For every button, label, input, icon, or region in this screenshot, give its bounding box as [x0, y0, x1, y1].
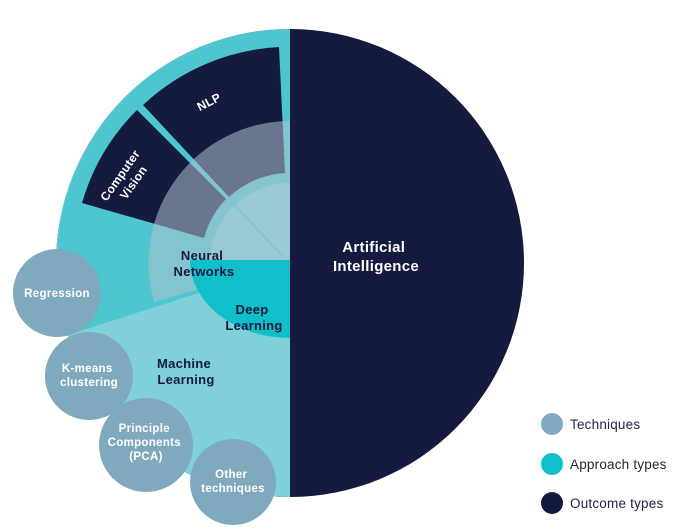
label-pca-line3: (PCA) [129, 451, 162, 463]
label-kmeans-line2: clustering [60, 377, 118, 389]
technique-circle-other: Other techniques [190, 439, 276, 525]
technique-circle-kmeans-shape [45, 332, 133, 420]
label-artificial-intelligence: Artificial Intelligence [333, 239, 419, 275]
label-ai-line1: Artificial [342, 239, 405, 256]
label-deep-learning: Deep Learning [225, 302, 282, 333]
label-neural-networks: Neural Networks [174, 248, 235, 279]
overlay-neural-networks [148, 121, 290, 302]
label-nn-line2: Networks [174, 264, 235, 279]
label-other-line1: Other [215, 469, 247, 481]
segment-deep-learning [190, 260, 290, 338]
legend: Techniques Approach types Outcome types [541, 413, 667, 514]
label-kmeans-line1: K-means [62, 363, 113, 375]
label-pca-line2: Components [108, 437, 181, 449]
legend-swatch-techniques [541, 413, 563, 435]
label-ml-line1: Machine [157, 356, 211, 371]
legend-item-outcome-types: Outcome types [541, 492, 663, 514]
technique-circle-kmeans: K-means clustering [45, 332, 133, 420]
label-ai-line2: Intelligence [333, 258, 419, 275]
legend-swatch-approach-types [541, 453, 563, 475]
technique-circle-pca: Principle Components (PCA) [99, 398, 193, 492]
label-machine-learning: Machine Learning [157, 356, 215, 387]
technique-circle-regression-shape [13, 249, 101, 337]
legend-label-techniques: Techniques [570, 417, 640, 432]
technique-circle-other-shape [190, 439, 276, 525]
label-kmeans: K-means clustering [60, 363, 118, 389]
technique-circle-pca-shape [99, 398, 193, 492]
legend-label-outcome-types: Outcome types [570, 496, 663, 511]
label-other-line2: techniques [201, 483, 265, 495]
technique-circle-regression: Regression [13, 249, 101, 337]
label-other-techniques: Other techniques [201, 469, 265, 495]
legend-item-techniques: Techniques [541, 413, 640, 435]
label-ml-line2: Learning [157, 372, 214, 387]
label-dl-line1: Deep [236, 302, 269, 317]
legend-label-approach-types: Approach types [570, 457, 667, 472]
label-pca: Principle Components (PCA) [108, 423, 185, 463]
legend-item-approach-types: Approach types [541, 453, 667, 475]
label-pca-line1: Principle [119, 423, 170, 435]
label-regression-line1: Regression [24, 288, 90, 300]
label-dl-line2: Learning [225, 318, 282, 333]
label-regression: Regression [24, 288, 90, 300]
label-nn-line1: Neural [181, 248, 223, 263]
legend-swatch-outcome-types [541, 492, 563, 514]
